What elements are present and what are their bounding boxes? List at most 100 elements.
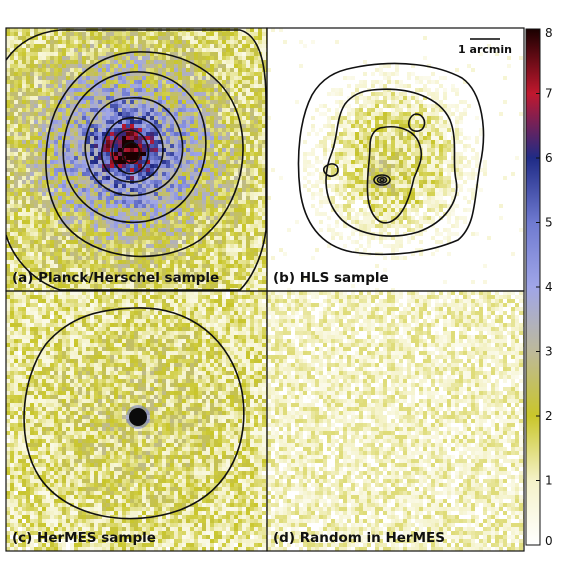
heatmap-cell bbox=[150, 52, 154, 56]
heatmap-cell bbox=[30, 56, 34, 60]
heatmap-cell bbox=[242, 280, 246, 284]
heatmap-cell bbox=[110, 232, 114, 236]
heatmap-cell bbox=[138, 272, 142, 276]
heatmap-cell bbox=[118, 60, 122, 64]
heatmap-cell bbox=[10, 208, 14, 212]
heatmap-cell bbox=[162, 104, 166, 108]
heatmap-cell bbox=[94, 188, 98, 192]
heatmap-cell bbox=[230, 176, 234, 180]
heatmap-cell bbox=[150, 176, 154, 180]
heatmap-cell bbox=[218, 152, 222, 156]
heatmap-cell bbox=[190, 48, 194, 52]
heatmap-cell bbox=[230, 184, 234, 188]
heatmap-cell bbox=[226, 104, 230, 108]
heatmap-cell bbox=[158, 284, 162, 288]
heatmap-cell bbox=[226, 272, 230, 276]
heatmap-cell bbox=[78, 120, 82, 124]
heatmap-cell bbox=[70, 144, 74, 148]
heatmap-cell bbox=[238, 220, 242, 224]
heatmap-cell bbox=[70, 256, 74, 260]
heatmap-cell bbox=[242, 268, 246, 272]
heatmap-cell bbox=[38, 180, 42, 184]
heatmap-cell bbox=[178, 80, 182, 84]
heatmap-cell bbox=[427, 76, 431, 80]
heatmap-cell bbox=[10, 80, 14, 84]
heatmap-cell bbox=[22, 192, 26, 196]
heatmap-cell bbox=[78, 172, 82, 176]
heatmap-cell bbox=[74, 64, 78, 68]
heatmap-cell bbox=[110, 272, 114, 276]
heatmap-cell bbox=[114, 204, 118, 208]
heatmap-cell bbox=[242, 48, 246, 52]
heatmap-cell bbox=[222, 144, 226, 148]
heatmap-cell bbox=[234, 200, 238, 204]
heatmap-cell bbox=[475, 136, 479, 140]
heatmap-cell bbox=[174, 68, 178, 72]
heatmap-cell bbox=[38, 56, 42, 60]
heatmap-cell bbox=[26, 232, 30, 236]
heatmap-cell bbox=[455, 88, 459, 92]
heatmap-cell bbox=[94, 128, 98, 132]
heatmap-cell bbox=[174, 184, 178, 188]
heatmap-cell bbox=[455, 108, 459, 112]
heatmap-cell bbox=[98, 192, 102, 196]
heatmap-cell bbox=[238, 56, 242, 60]
heatmap-cell bbox=[166, 136, 170, 140]
heatmap-cell bbox=[18, 208, 22, 212]
heatmap-cell bbox=[118, 160, 122, 164]
heatmap-cell bbox=[102, 56, 106, 60]
heatmap-cell bbox=[14, 256, 18, 260]
heatmap-cell bbox=[246, 104, 250, 108]
heatmap-cell bbox=[134, 132, 138, 136]
heatmap-cell bbox=[214, 196, 218, 200]
heatmap-cell bbox=[10, 272, 14, 276]
heatmap-cell bbox=[222, 136, 226, 140]
heatmap-cell bbox=[42, 56, 46, 60]
heatmap-cell bbox=[98, 252, 102, 256]
heatmap-cell bbox=[214, 176, 218, 180]
heatmap-cell bbox=[42, 104, 46, 108]
heatmap-cell bbox=[94, 200, 98, 204]
heatmap-cell bbox=[14, 136, 18, 140]
heatmap-cell bbox=[246, 288, 250, 291]
heatmap-cell bbox=[431, 144, 435, 148]
heatmap-cell bbox=[110, 108, 114, 112]
heatmap-cell bbox=[134, 176, 138, 180]
heatmap-cell bbox=[206, 248, 210, 252]
heatmap-cell bbox=[62, 32, 66, 36]
heatmap-cell bbox=[198, 236, 202, 240]
heatmap-cell bbox=[182, 240, 186, 244]
heatmap-cell bbox=[178, 220, 182, 224]
heatmap-cell bbox=[250, 172, 254, 176]
heatmap-cell bbox=[50, 64, 54, 68]
heatmap-cell bbox=[367, 104, 371, 108]
heatmap-cell bbox=[34, 288, 38, 291]
heatmap-cell bbox=[70, 200, 74, 204]
heatmap-cell bbox=[246, 248, 250, 252]
heatmap-cell bbox=[174, 204, 178, 208]
heatmap-cell bbox=[62, 204, 66, 208]
heatmap-cell bbox=[343, 140, 347, 144]
heatmap-cell bbox=[58, 80, 62, 84]
heatmap-cell bbox=[367, 96, 371, 100]
heatmap-cell bbox=[10, 172, 14, 176]
heatmap-cell bbox=[54, 284, 58, 288]
heatmap-cell bbox=[122, 252, 126, 256]
heatmap-cell bbox=[90, 128, 94, 132]
heatmap-cell bbox=[134, 240, 138, 244]
heatmap-cell bbox=[18, 276, 22, 280]
heatmap-cell bbox=[86, 212, 90, 216]
heatmap-cell bbox=[74, 220, 78, 224]
heatmap-cell bbox=[335, 156, 339, 160]
heatmap-cell bbox=[174, 276, 178, 280]
heatmap-cell bbox=[335, 136, 339, 140]
heatmap-cell bbox=[182, 200, 186, 204]
heatmap-cell bbox=[371, 92, 375, 96]
heatmap-cell bbox=[363, 104, 367, 108]
heatmap-cell bbox=[174, 208, 178, 212]
heatmap-cell bbox=[250, 168, 254, 172]
heatmap-cell bbox=[46, 68, 50, 72]
heatmap-cell bbox=[415, 96, 419, 100]
heatmap-cell bbox=[194, 264, 198, 268]
heatmap-cell bbox=[34, 104, 38, 108]
